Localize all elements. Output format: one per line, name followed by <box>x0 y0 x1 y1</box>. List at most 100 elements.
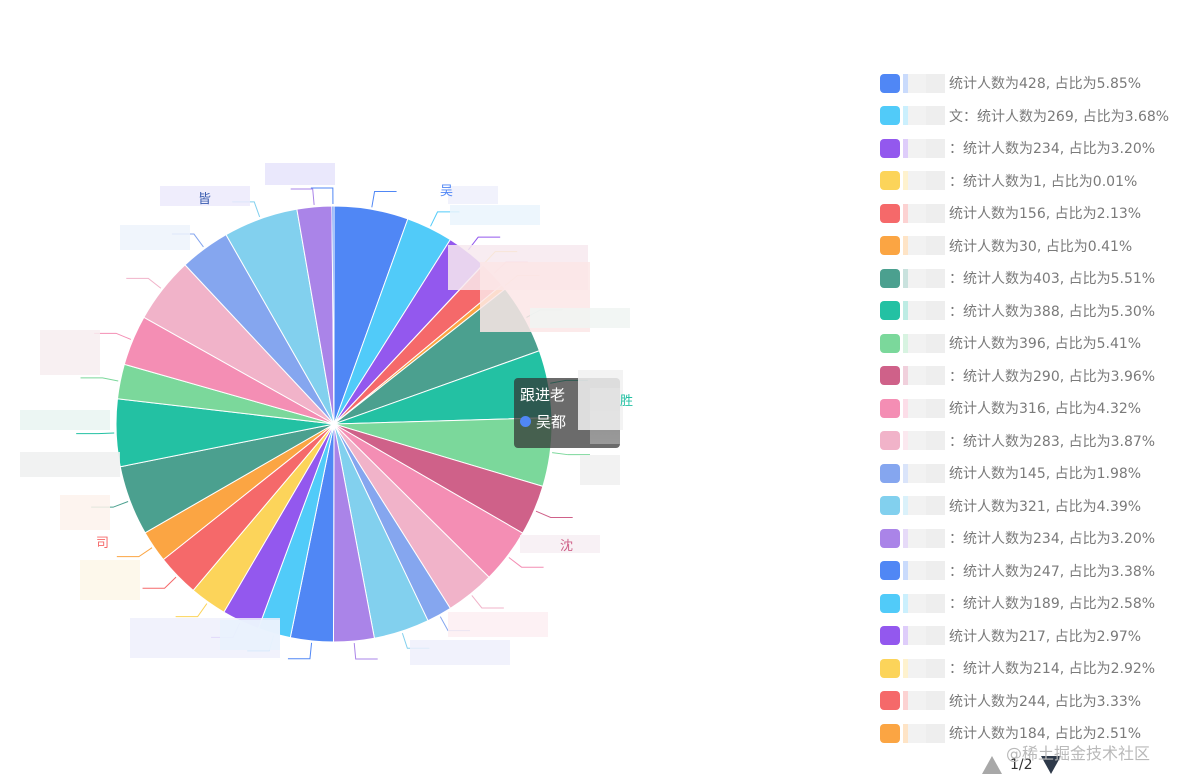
legend-item[interactable]: ：统计人数为283, 占比为3.87% <box>880 430 1155 452</box>
tooltip-series-label: 吴都 <box>536 413 567 431</box>
redacted-label-block <box>80 560 140 600</box>
legend-redacted-name <box>903 626 945 645</box>
legend-redacted-name <box>903 561 945 580</box>
slice-label-fragment: 沈 <box>560 539 574 554</box>
legend-item[interactable]: 统计人数为30, 占比为0.41% <box>880 235 1132 257</box>
legend-swatch-icon <box>880 398 900 418</box>
legend-swatch-icon <box>880 106 900 125</box>
legend-pager: 1/2 <box>982 752 1061 778</box>
redacted-label-block <box>580 455 620 485</box>
legend-redacted-name <box>903 73 945 93</box>
legend-swatch-icon <box>880 171 900 190</box>
legend-redacted-name <box>903 268 945 288</box>
label-leader-line <box>552 452 590 456</box>
legend-redacted-name <box>903 658 945 678</box>
legend-item[interactable]: 统计人数为428, 占比为5.85% <box>880 72 1141 94</box>
legend-swatch-icon <box>880 723 900 743</box>
legend-swatch-icon <box>880 626 900 645</box>
legend-item[interactable]: 文：统计人数为269, 占比为3.68% <box>880 105 1169 127</box>
legend-item[interactable]: 统计人数为184, 占比为2.51% <box>880 722 1141 744</box>
watermark: @稀土掘金技术社区 <box>1006 744 1151 763</box>
legend-swatch-icon <box>880 333 900 353</box>
legend-label: ：统计人数为403, 占比为5.51% <box>949 271 1156 287</box>
redacted-label-block <box>40 330 100 375</box>
legend-swatch-icon <box>880 658 900 678</box>
legend-item[interactable]: ：统计人数为403, 占比为5.51% <box>880 267 1155 289</box>
legend-swatch-icon <box>880 463 900 483</box>
legend-swatch-icon <box>880 301 900 320</box>
label-leader-line <box>76 432 115 435</box>
legend-swatch-icon <box>880 73 900 93</box>
legend-next-page-icon[interactable] <box>1040 756 1061 774</box>
label-leader-line <box>353 643 378 660</box>
legend-redacted-name <box>903 333 945 353</box>
legend-label: 统计人数为156, 占比为2.13% <box>949 206 1142 222</box>
pie-slice-page2-9[interactable] <box>331 205 335 425</box>
legend-redacted-name <box>903 463 945 483</box>
legend-item[interactable]: ：统计人数为234, 占比为3.20% <box>880 137 1155 159</box>
legend-item[interactable]: 统计人数为244, 占比为3.33% <box>880 690 1141 712</box>
legend-item[interactable]: ：统计人数为290, 占比为3.96% <box>880 365 1155 387</box>
legend-redacted-name <box>903 723 945 743</box>
legend-item[interactable]: ：统计人数为247, 占比为3.38% <box>880 560 1155 582</box>
legend-label: ：统计人数为189, 占比为2.58% <box>949 596 1156 612</box>
legend-redacted-name <box>903 106 945 125</box>
legend-item[interactable]: ：统计人数为214, 占比为2.92% <box>880 657 1155 679</box>
label-leader-line <box>535 510 573 518</box>
slice-label-fragment: 司 <box>96 536 110 551</box>
legend-swatch-icon <box>880 138 900 158</box>
legend-item[interactable]: ：统计人数为234, 占比为3.20% <box>880 527 1155 549</box>
label-leader-line <box>508 557 544 568</box>
legend-redacted-name <box>903 431 945 450</box>
legend-swatch-icon <box>880 431 900 450</box>
redacted-label-block <box>520 535 600 553</box>
legend-item[interactable]: 统计人数为316, 占比为4.32% <box>880 397 1141 419</box>
slice-label-fragment: 吴 <box>440 184 454 199</box>
legend-swatch-icon <box>880 268 900 288</box>
tooltip-series-dot <box>520 416 531 427</box>
legend-item[interactable]: ：统计人数为189, 占比为2.58% <box>880 592 1155 614</box>
legend-page-info: 1/2 <box>1010 757 1033 773</box>
legend-item[interactable]: 统计人数为145, 占比为1.98% <box>880 462 1141 484</box>
legend-label: 统计人数为244, 占比为3.33% <box>949 693 1142 710</box>
label-leader-line <box>471 595 504 609</box>
legend-redacted-name <box>903 301 945 320</box>
redacted-label-block <box>530 308 630 328</box>
label-leader-line <box>310 187 334 205</box>
legend-redacted-name <box>903 366 945 385</box>
legend-label: ：统计人数为234, 占比为3.20% <box>949 531 1156 547</box>
redacted-label-block <box>220 620 280 650</box>
legend-label: ：统计人数为247, 占比为3.38% <box>949 563 1156 580</box>
redacted-label-block <box>160 186 250 206</box>
legend-item[interactable]: 统计人数为396, 占比为5.41% <box>880 332 1141 354</box>
redacted-label-block <box>410 640 510 665</box>
legend-prev-page-icon[interactable] <box>982 756 1002 774</box>
legend-swatch-icon <box>880 691 900 710</box>
legend-item[interactable]: 统计人数为156, 占比为2.13% <box>880 202 1141 224</box>
label-leader-line <box>142 576 177 589</box>
legend-item[interactable]: 统计人数为217, 占比为2.97% <box>880 625 1141 647</box>
redacted-label-block <box>265 163 335 185</box>
legend-swatch-icon <box>880 593 900 613</box>
legend-item[interactable]: 统计人数为321, 占比为4.39% <box>880 495 1141 517</box>
legend-label: ：统计人数为214, 占比为2.92% <box>949 661 1156 677</box>
legend-redacted-name <box>903 236 945 255</box>
legend-redacted-name <box>903 691 945 710</box>
legend-redacted-name <box>903 171 945 190</box>
redacted-label-block <box>448 612 548 637</box>
label-leader-line <box>94 332 132 340</box>
redacted-label-block <box>60 495 110 530</box>
label-leader-line <box>287 642 313 660</box>
legend-item[interactable]: ：统计人数为388, 占比为5.30% <box>880 300 1155 322</box>
slice-label-fragment: 胜 <box>620 394 634 409</box>
legend-item[interactable]: ：统计人数为1, 占比为0.01% <box>880 170 1137 192</box>
legend-label: 统计人数为145, 占比为1.98% <box>949 466 1142 482</box>
redacted-label-block <box>448 186 498 204</box>
legend-redacted-name <box>903 593 945 613</box>
legend-redacted-name <box>903 203 945 223</box>
redacted-label-block <box>120 225 190 250</box>
legend-label: 统计人数为316, 占比为4.32% <box>949 401 1142 417</box>
legend-swatch-icon <box>880 528 900 548</box>
legend-swatch-icon <box>880 366 900 385</box>
label-leader-line <box>116 547 153 558</box>
